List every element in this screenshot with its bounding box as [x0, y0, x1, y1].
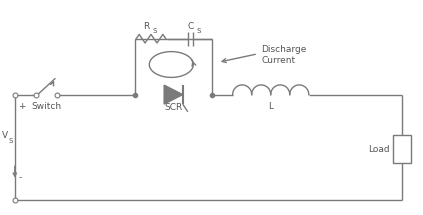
- Text: S: S: [8, 138, 13, 144]
- Text: -: -: [18, 173, 22, 182]
- Text: L: L: [268, 102, 273, 111]
- Text: R: R: [143, 22, 149, 31]
- Text: Discharge
Current: Discharge Current: [261, 45, 307, 65]
- Bar: [393, 135, 411, 163]
- Text: Switch: Switch: [31, 102, 62, 111]
- Text: +: +: [18, 102, 26, 111]
- Text: Load: Load: [368, 145, 390, 154]
- Polygon shape: [164, 85, 183, 104]
- Text: V: V: [2, 131, 8, 140]
- Text: S: S: [197, 28, 201, 34]
- Text: C: C: [187, 22, 193, 31]
- Text: S: S: [152, 28, 157, 34]
- Text: SCR: SCR: [164, 103, 183, 112]
